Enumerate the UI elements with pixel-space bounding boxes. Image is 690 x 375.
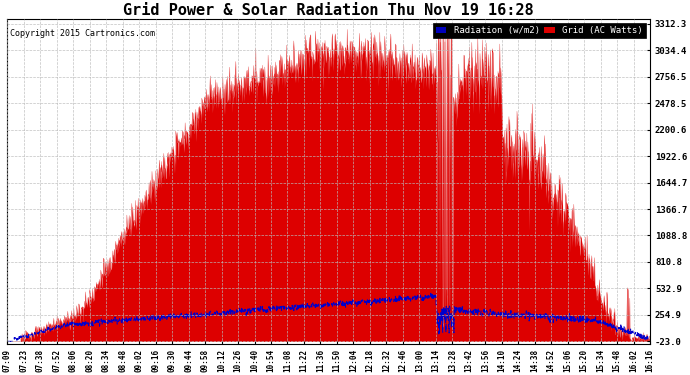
Title: Grid Power & Solar Radiation Thu Nov 19 16:28: Grid Power & Solar Radiation Thu Nov 19 …: [124, 3, 534, 18]
Legend: Radiation (w/m2), Grid (AC Watts): Radiation (w/m2), Grid (AC Watts): [433, 24, 646, 38]
Text: Copyright 2015 Cartronics.com: Copyright 2015 Cartronics.com: [10, 29, 155, 38]
